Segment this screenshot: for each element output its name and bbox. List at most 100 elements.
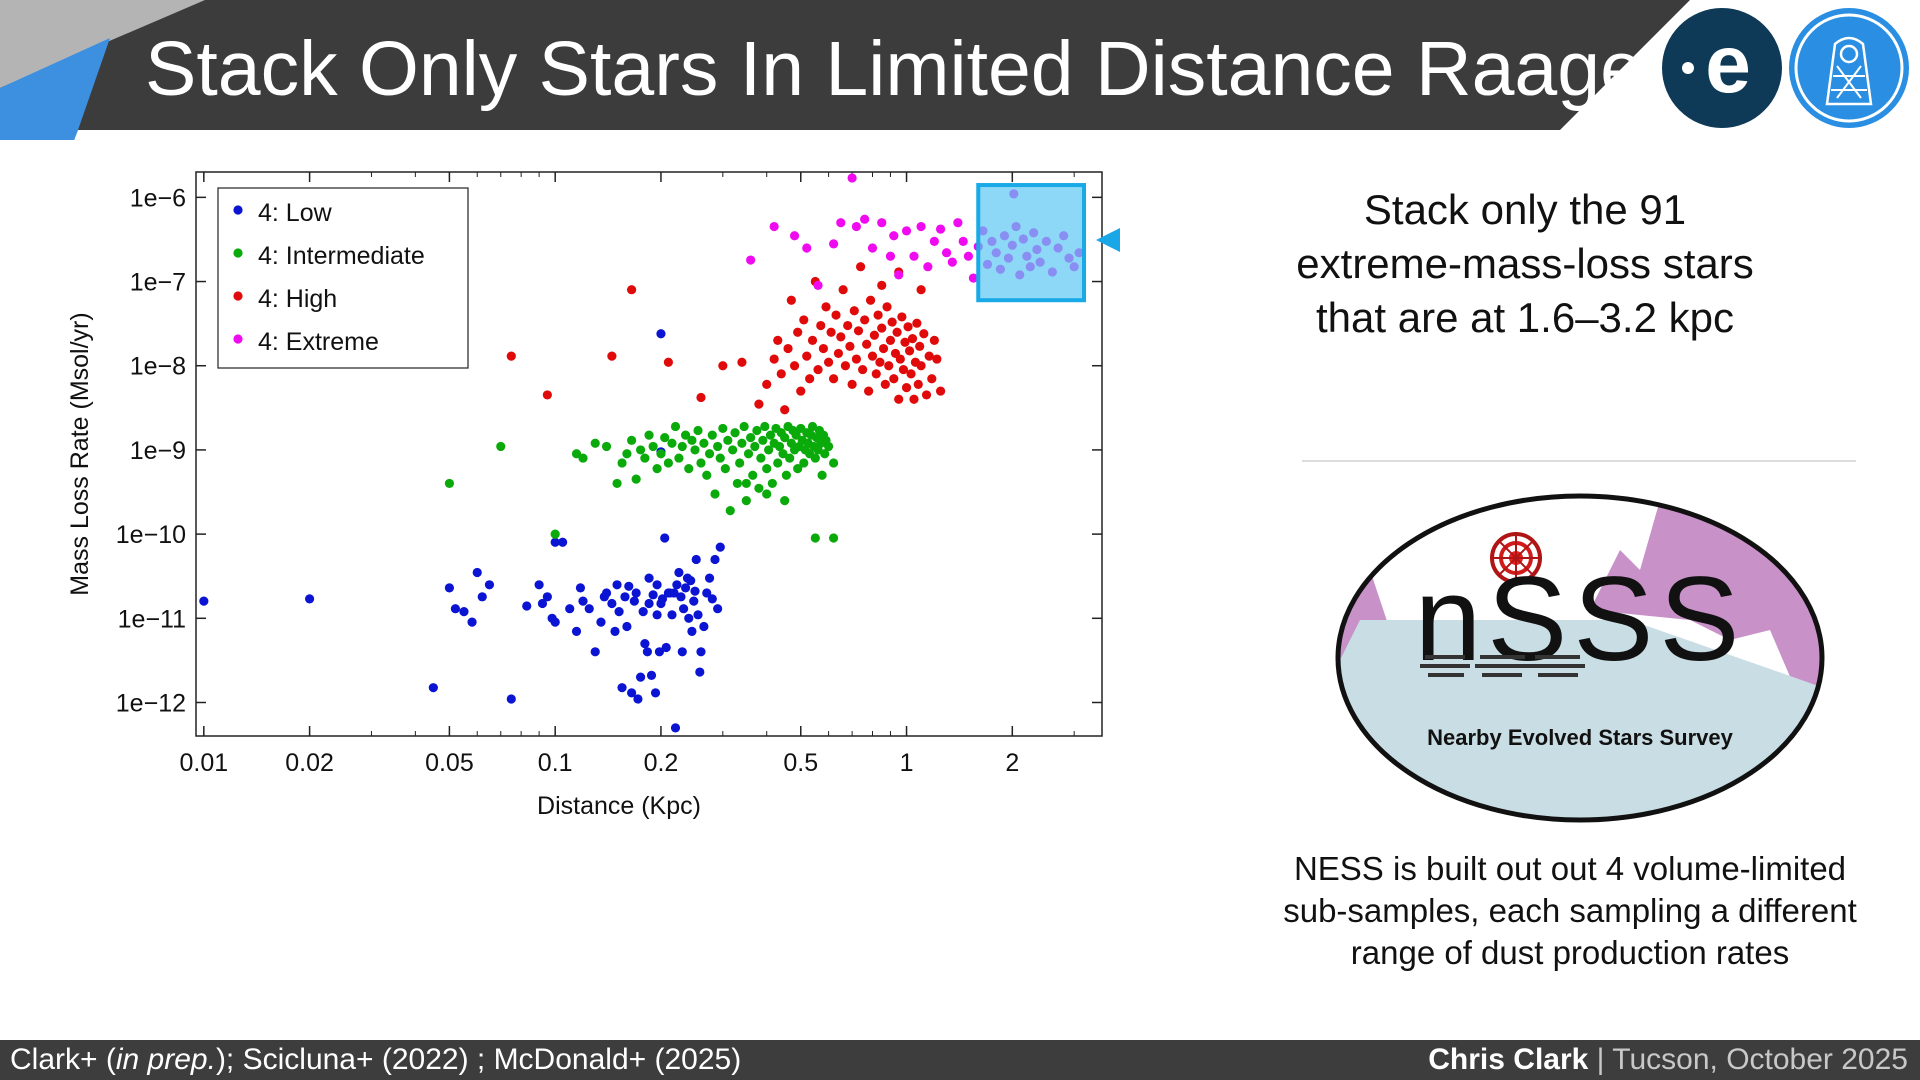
data-point xyxy=(932,354,942,364)
data-point xyxy=(450,604,460,614)
data-point xyxy=(762,379,772,390)
y-axis-label: Mass Loss Rate (Msol/yr) xyxy=(66,312,94,595)
data-point xyxy=(840,361,851,371)
data-point xyxy=(858,364,868,375)
y-tick-label: 1e−6 xyxy=(130,184,186,212)
data-point xyxy=(746,433,756,443)
data-point xyxy=(718,361,728,371)
data-point xyxy=(741,496,751,506)
data-point xyxy=(684,463,694,474)
legend-marker xyxy=(233,334,243,344)
data-point xyxy=(898,364,909,375)
data-point xyxy=(732,478,742,489)
data-point xyxy=(467,617,477,627)
refs-prefix: Clark+ ( xyxy=(10,1043,116,1076)
data-point xyxy=(715,453,725,463)
data-point xyxy=(903,322,913,332)
data-point xyxy=(633,694,643,704)
data-point xyxy=(773,335,783,345)
data-point xyxy=(901,226,912,236)
y-tick-label: 1e−11 xyxy=(118,605,186,633)
data-point xyxy=(780,405,790,415)
data-point xyxy=(687,435,697,445)
data-point xyxy=(690,586,700,596)
refs-italic: in prep. xyxy=(115,1043,216,1076)
data-point xyxy=(785,453,795,463)
data-point xyxy=(828,458,839,468)
data-point xyxy=(689,596,699,606)
data-point xyxy=(793,463,803,474)
data-point xyxy=(713,604,723,614)
data-point xyxy=(781,470,791,480)
data-point xyxy=(663,357,673,367)
header-band xyxy=(0,0,1690,140)
data-point xyxy=(631,474,641,484)
data-point xyxy=(620,592,630,602)
data-point xyxy=(799,315,809,325)
footer-references: Clark+ (in prep.); Scicluna+ (2022) ; Mc… xyxy=(10,1040,741,1080)
data-point xyxy=(720,463,730,474)
data-point xyxy=(823,441,834,452)
data-point xyxy=(741,478,751,489)
data-point xyxy=(646,670,657,680)
data-point xyxy=(776,369,786,379)
data-point xyxy=(550,529,560,539)
data-point xyxy=(687,626,697,636)
data-point xyxy=(762,463,772,474)
x-tick-label: 0.05 xyxy=(425,749,474,777)
data-point xyxy=(578,453,588,463)
data-point xyxy=(793,327,803,337)
data-point xyxy=(657,594,668,604)
data-point xyxy=(780,433,790,443)
data-point xyxy=(924,351,934,361)
data-point xyxy=(816,320,826,331)
data-point xyxy=(894,394,904,404)
data-point xyxy=(789,361,800,371)
data-point xyxy=(699,621,709,632)
data-point xyxy=(626,285,637,295)
data-point xyxy=(851,221,862,232)
data-point xyxy=(860,214,870,224)
data-point xyxy=(730,428,740,438)
legend-label: 4: High xyxy=(258,285,337,313)
data-point xyxy=(818,343,829,354)
target-star-icon xyxy=(1490,532,1542,584)
data-point xyxy=(550,617,560,627)
data-point xyxy=(929,236,939,246)
series-0 xyxy=(199,329,725,733)
data-point xyxy=(677,647,687,657)
data-point xyxy=(773,458,783,468)
data-point xyxy=(676,592,686,602)
data-point xyxy=(909,251,919,261)
data-point xyxy=(889,231,899,241)
data-point xyxy=(748,470,758,480)
data-point xyxy=(851,354,862,364)
data-point xyxy=(941,248,952,258)
data-point xyxy=(845,341,855,351)
data-point xyxy=(884,361,894,371)
data-point xyxy=(877,323,887,333)
series-2 xyxy=(506,262,946,415)
esa-logo-letter: e xyxy=(1705,19,1751,110)
data-point xyxy=(765,430,776,440)
data-point xyxy=(713,441,723,452)
data-point xyxy=(715,542,725,552)
data-point xyxy=(735,458,745,468)
callout-line-2: extreme-mass-loss stars xyxy=(1296,240,1754,287)
data-point xyxy=(885,335,896,345)
data-point xyxy=(855,262,866,272)
data-point xyxy=(477,592,487,602)
data-point xyxy=(680,430,691,440)
data-point xyxy=(667,438,677,448)
y-tick-label: 1e−9 xyxy=(130,437,186,465)
data-point xyxy=(670,421,681,432)
scatter-chart: 0.01 0.02 0.05 0.1 0.2 0.5 1 2 1e−12 1e−11 1e−10 1e… xyxy=(66,171,1120,820)
data-point xyxy=(916,285,926,295)
data-point xyxy=(550,537,560,547)
ness-tagline: Nearby Evolved Stars Survey xyxy=(1427,725,1733,750)
data-point xyxy=(915,341,925,351)
data-point xyxy=(496,441,506,452)
data-point xyxy=(916,221,926,232)
data-point xyxy=(887,317,897,327)
data-point xyxy=(674,453,684,463)
